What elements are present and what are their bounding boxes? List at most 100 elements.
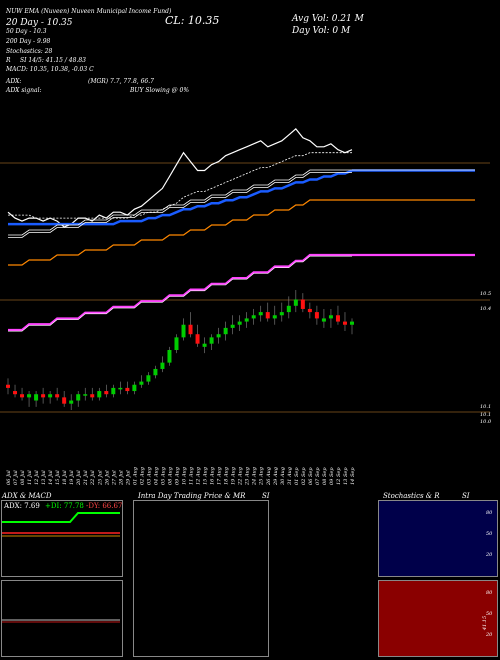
date-tick-label: 16 Aug (210, 467, 216, 485)
plus-di-value: +DI: 77.78 (45, 502, 84, 510)
stoch-tick-50: 50 (486, 531, 493, 537)
minus-di-value: -DY: 66.67 (86, 502, 123, 510)
date-tick-label: 18 Aug (224, 467, 230, 485)
date-tick-label: 26 Jul (104, 470, 110, 486)
date-tick-label: 13 Sep (343, 467, 349, 485)
candle-body (139, 381, 144, 385)
date-tick-label: 26 Aug (266, 467, 272, 486)
stoch-panel-title: Stochastics & R (383, 492, 440, 500)
candle-body (272, 315, 277, 319)
intraday-panel (133, 500, 269, 657)
ema200-line (8, 199, 352, 266)
date-tick-label: 05 Aug (160, 467, 166, 485)
candle-body (307, 308, 312, 313)
candle-body (111, 387, 116, 395)
candle-body (48, 394, 53, 398)
macd-panel (1, 580, 123, 657)
date-tick-label: 17 Aug (217, 467, 223, 485)
adx-value-panel: ADX: 7.69 (4, 502, 40, 510)
right-axis-label: 10.1 (480, 412, 491, 418)
right-axis-label: 10.0 (480, 419, 492, 425)
candle-body (202, 343, 207, 347)
price-line (7, 128, 353, 228)
date-tick-label: 08 Sep (322, 467, 328, 485)
date-tick-label: 21 Jul (83, 470, 89, 486)
date-tick-label: 02 Sep (301, 467, 307, 485)
ema20-dotted-line (8, 152, 352, 219)
candle-body (216, 334, 221, 338)
ema20-label: 20 Day - 10.35 (6, 18, 73, 28)
si-panel (378, 580, 498, 657)
date-tick-label: 30 Aug (280, 467, 286, 485)
date-tick-label: 29 Aug (273, 467, 279, 486)
candle-body (342, 321, 347, 325)
date-tick-label: 06 Sep (308, 467, 314, 485)
date-tick-label: 01 Aug (132, 467, 138, 485)
date-tick-label: 06 Jul (6, 470, 12, 485)
date-tick-label: 15 Aug (203, 467, 209, 485)
upper-band-line-2 (8, 172, 352, 238)
ema200-label: 200 Day - 9.98 (6, 38, 51, 45)
si-tick-20: 20 (486, 632, 493, 638)
candle-body (230, 324, 235, 328)
adx-panel-title: ADX & MACD (2, 492, 52, 500)
right-axis-label: 10.5 (480, 291, 491, 297)
candle-body (153, 368, 158, 376)
candle-body (195, 334, 200, 344)
date-tick-label: 12 Jul (34, 470, 40, 485)
candle-body (300, 299, 305, 309)
candle-body (209, 337, 214, 344)
candle-body (286, 305, 291, 313)
date-tick-label: 20 Jul (76, 470, 82, 486)
date-tick-label: 09 Sep (329, 467, 335, 485)
candle-body (76, 394, 81, 401)
date-tick-label: 27 Jul (111, 470, 117, 486)
si-tick-80: 80 (486, 590, 493, 596)
candle-body (279, 312, 284, 316)
r-label: R (6, 57, 11, 64)
date-tick-label: 01 Sep (294, 467, 300, 485)
date-tick-label: 10 Aug (182, 467, 188, 485)
candle-body (6, 384, 10, 388)
candle-body (90, 394, 95, 398)
candle-body (27, 394, 32, 398)
candle-body (265, 312, 270, 319)
candle-body (314, 312, 319, 319)
adx-signal-label: ADX signal: (6, 87, 42, 94)
si-value-label: 41.15 (482, 615, 489, 631)
candle-body (350, 321, 354, 325)
date-tick-label: 07 Jul (13, 470, 19, 485)
date-tick-label: 09 Aug (174, 467, 180, 485)
candle-body (97, 391, 102, 398)
stoch-tick-80: 80 (486, 510, 493, 516)
candle-body (160, 362, 165, 369)
date-tick-label: 23 Aug (245, 467, 251, 486)
macd-label: MACD: 10.35, 10.38, -0.03 C (6, 66, 94, 73)
candle-body (181, 324, 186, 338)
candle-body (41, 394, 46, 398)
date-tick-label: 14 Sep (350, 467, 356, 485)
candle-body (321, 318, 326, 322)
candle-body (223, 327, 228, 335)
candle-body (13, 391, 18, 395)
date-tick-label: 31 Aug (287, 467, 293, 485)
candle-body (146, 375, 151, 382)
candle-body (258, 312, 263, 316)
date-tick-label: 03 Aug (146, 467, 152, 485)
candle-body (328, 315, 333, 319)
candle-body (174, 337, 179, 350)
si-label: SI 14/5: 41.15 / 48.83 (20, 57, 86, 64)
date-tick-label: 12 Aug (196, 467, 202, 485)
candle-body (55, 394, 60, 398)
date-tick-label: 08 Jul (20, 470, 26, 485)
candle-body (167, 350, 172, 363)
date-tick-label: 18 Jul (62, 470, 68, 485)
date-tick-label: 19 Aug (231, 467, 237, 485)
main-price-chart: 10.510.410.110.110.006 Jul 07 Jul 08 Jul 11… (0, 128, 492, 486)
stoch-tick-20: 20 (486, 552, 493, 558)
ema50-label: 50 Day - 10.3 (6, 28, 47, 35)
candle-body (34, 394, 39, 401)
close-label: CL: 10.35 (165, 14, 220, 27)
date-tick-label: 29 Jul (125, 470, 131, 486)
date-tick-label: 04 Aug (153, 467, 159, 485)
